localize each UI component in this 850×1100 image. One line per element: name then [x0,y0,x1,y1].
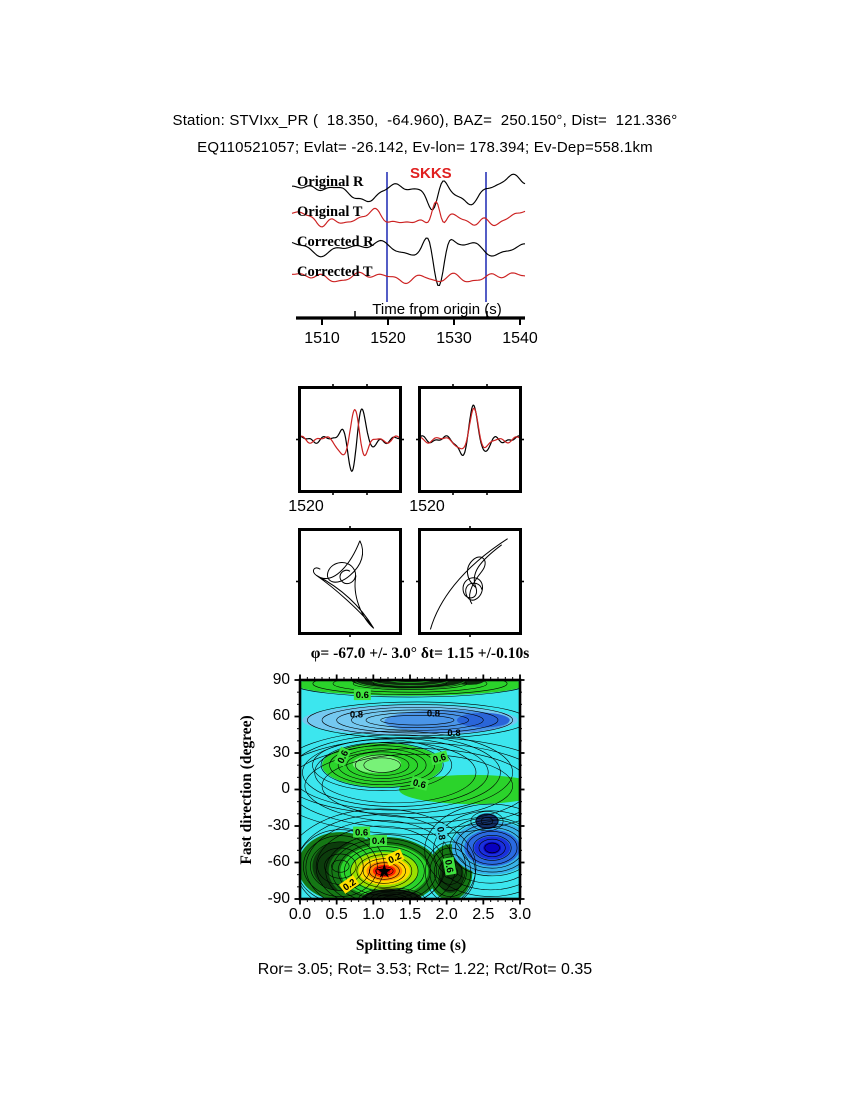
pulse-right-start-time: 1520 [409,498,445,515]
trace-label-corrected-r: Corrected R [297,234,374,250]
phase-label: SKKS [410,165,452,182]
time-axis [296,311,525,325]
best-fit-star: ★ [376,862,393,883]
pulse-window-right [416,384,524,495]
splitting-time-tick-label: 1.0 [362,906,385,923]
misfit-contour-plot: 0.60.8 0.80.80.6 0.60.60.60.40.20.20.80.6★ [294,674,525,905]
svg-text:0.6: 0.6 [355,828,368,839]
pulse-left-start-time: 1520 [288,498,324,515]
splitting-time-tick-label: 3.0 [508,906,532,923]
trace-label-corrected-t: Corrected T [297,264,373,280]
splitting-time-tick-label: 2.0 [435,906,458,923]
waveform-traces-plot [291,172,526,302]
particle-motion-left [296,526,404,637]
quality-stats: Ror= 3.05; Rot= 3.53; Rct= 1.22; Rct/Rot… [257,961,593,978]
splitting-time-tick-label: 0.0 [288,906,312,923]
time-tick-label: 1540 [502,330,538,347]
station-title: Station: STVIxx_PR ( 18.350, -64.960), B… [172,112,678,129]
svg-text:0.8: 0.8 [434,826,447,841]
pulse-window-left [296,384,404,495]
splitting-time-tick-label: 1.5 [398,906,422,923]
fast-direction-tick-label: 60 [272,707,290,724]
time-tick-label: 1520 [370,330,406,347]
trace-label-original-t: Original T [297,204,363,220]
fast-direction-tick-label: -90 [267,889,290,907]
particle-motion-right [416,526,524,637]
svg-text:0.6: 0.6 [432,752,448,766]
fast-direction-tick-label: 0 [281,780,290,797]
svg-text:0.8: 0.8 [350,710,363,721]
svg-text:0.6: 0.6 [442,859,455,874]
svg-text:0.8: 0.8 [427,708,440,719]
fast-direction-tick-label: 90 [272,670,290,688]
trace-label-original-r: Original R [297,174,364,190]
fast-direction-tick-label: 30 [272,743,290,761]
svg-text:0.6: 0.6 [411,777,427,791]
svg-text:0.4: 0.4 [372,836,386,847]
time-tick-label: 1510 [304,330,340,347]
time-axis-title: Time from origin (s) [372,301,502,318]
event-title: EQ110521057; Evlat= -26.142, Ev-lon= 178… [197,139,653,156]
svg-text:0.2: 0.2 [387,851,404,867]
splitting-time-tick-label: 2.5 [472,906,495,923]
time-tick-label: 1530 [436,330,472,347]
x-axis-title: Splitting time (s) [355,937,467,954]
best-fit-title: φ= -67.0 +/- 3.0° δt= 1.15 +/-0.10s [310,645,530,662]
svg-text:0.6: 0.6 [356,690,369,701]
fast-direction-tick-label: -60 [267,853,290,870]
fast-direction-tick-label: -30 [267,816,290,834]
svg-text:0.6: 0.6 [336,749,352,766]
svg-text:0.8: 0.8 [447,728,460,739]
y-axis-title: Fast direction (degree) [238,715,255,865]
splitting-time-tick-label: 0.5 [325,906,348,923]
